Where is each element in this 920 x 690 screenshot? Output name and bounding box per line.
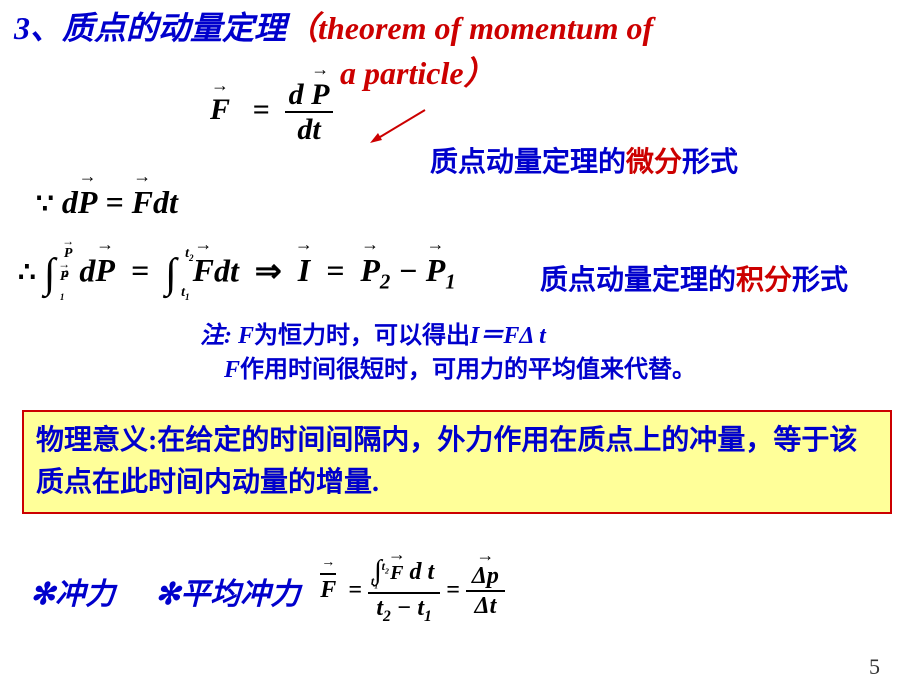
avg-impulse-label: ✻平均冲力 xyxy=(155,569,300,613)
fraction-dPdt: d d PP dt xyxy=(285,78,334,146)
physical-meaning-box: 物理意义:在给定的时间间隔内，外力作用在质点上的冲量，等于该质点在此时间内动量的… xyxy=(22,410,892,514)
title-english-1: theorem of momentum of xyxy=(318,10,653,46)
equation-3: ∴ ∫ P2 P1 dP = ∫ t2 t1 Fdt ⇒ I = P2 − P1 xyxy=(18,250,456,298)
differential-form-label: 质点动量定理的微分形式 xyxy=(430,140,738,180)
note-block: 注: F为恒力时，可以得出I＝FΔ t F作用时间很短时，可用力的平均值来代替。 xyxy=(200,320,696,387)
equation-4: F = ∫t2t1 F d t t2 − t1 = Δp Δt xyxy=(320,555,505,626)
title-number: 3、 xyxy=(14,10,62,46)
integral-1: ∫ P2 P1 xyxy=(44,250,56,298)
integral-form-label: 质点动量定理的积分形式 xyxy=(540,258,848,298)
section-title: 3、质点的动量定理（theorem of momentum of xyxy=(14,8,906,50)
impulse-label: ✻冲力 xyxy=(30,569,115,613)
title-chinese: 质点的动量定理 xyxy=(62,10,286,46)
title-paren-open: （ xyxy=(286,10,318,46)
title-english-2: a particle） xyxy=(340,48,496,94)
equation-1: F = d d PP dt xyxy=(210,78,333,146)
bottom-row: ✻冲力 ✻平均冲力 F = ∫t2t1 F d t t2 − t1 = Δp Δ… xyxy=(30,555,900,626)
vector-F: F xyxy=(210,93,230,127)
page-number: 5 xyxy=(869,654,880,680)
arrow-pointer xyxy=(370,105,430,145)
equation-2: ∵ dP = Fdt xyxy=(36,184,178,221)
integral-2: ∫ t2 t1 xyxy=(165,250,177,298)
